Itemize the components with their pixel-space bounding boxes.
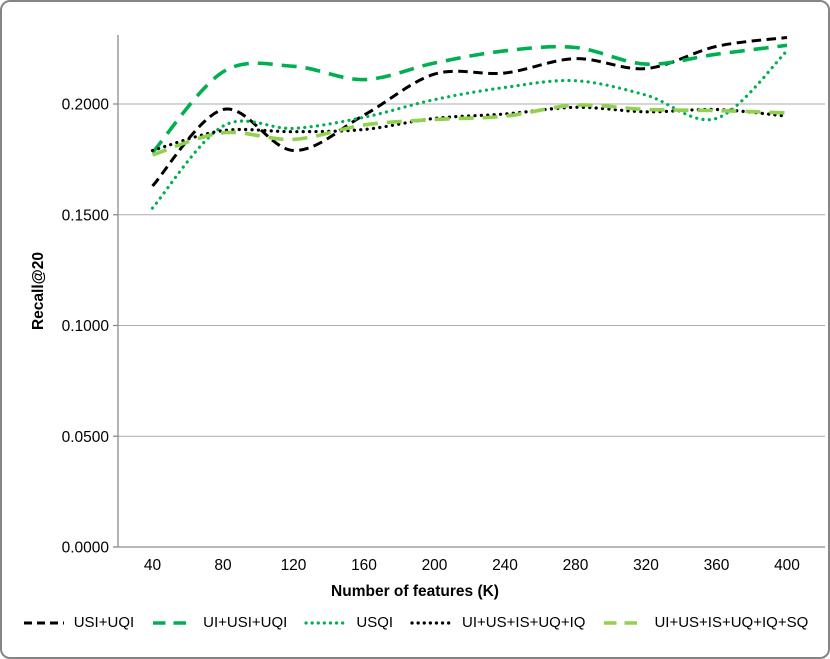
legend-item-usi-uqi: USI+UQI bbox=[22, 614, 134, 631]
series-line-ui-usi-uqi bbox=[151, 43, 788, 154]
legend-item-ui-us-is-uq-iq: UI+US+IS+UQ+IQ bbox=[410, 614, 585, 631]
y-tick-label: 0.0000 bbox=[62, 540, 110, 557]
legend-key-ui-us-is-uq-iq-sq-icon bbox=[604, 620, 645, 625]
x-tick-label: 120 bbox=[281, 557, 307, 574]
series-line-usqi bbox=[150, 49, 789, 210]
x-axis-title: Number of features (K) bbox=[331, 583, 499, 600]
x-tick-label: 240 bbox=[492, 557, 518, 574]
x-tick-label: 320 bbox=[633, 557, 659, 574]
x-tick-label: 280 bbox=[563, 557, 589, 574]
y-tick-label: 0.1000 bbox=[62, 318, 110, 335]
legend-key-usqi-icon bbox=[304, 620, 348, 625]
series-line-ui-us-is-uq-iq bbox=[150, 105, 789, 153]
legend-label: USI+UQI bbox=[73, 614, 135, 631]
x-tick-label: 160 bbox=[351, 557, 377, 574]
legend: USI+UQI UI+USI+UQI USQI UI+US+IS+UQ+IQ UI+US… bbox=[2, 614, 828, 631]
y-axis-title: Recall@20 bbox=[30, 251, 47, 331]
legend-label: UI+US+IS+UQ+IQ+SQ bbox=[654, 614, 809, 631]
legend-key-usi-uqi-icon bbox=[23, 621, 64, 624]
legend-item-usqi: USQI bbox=[304, 614, 393, 631]
series-line-ui-us-is-uq-iq-sq bbox=[151, 103, 788, 157]
series-line-usi-uqi bbox=[151, 36, 788, 188]
legend-label: UI+US+IS+UQ+IQ bbox=[462, 614, 586, 631]
legend-key-ui-us-is-uq-iq-icon bbox=[410, 620, 454, 625]
x-tick-label: 200 bbox=[422, 557, 448, 574]
x-tick-label: 400 bbox=[774, 557, 800, 574]
legend-label: UI+USI+UQI bbox=[203, 614, 288, 631]
y-tick-label: 0.2000 bbox=[62, 97, 110, 114]
legend-label: USQI bbox=[356, 614, 394, 631]
legend-item-ui-usi-uqi: UI+USI+UQI bbox=[151, 614, 287, 631]
x-tick-label: 360 bbox=[704, 557, 730, 574]
legend-key-ui-usi-uqi-icon bbox=[153, 620, 194, 625]
x-tick-label: 80 bbox=[214, 557, 232, 574]
x-tick-label: 40 bbox=[144, 557, 162, 574]
legend-item-ui-us-is-uq-iq-sq: UI+US+IS+UQ+IQ+SQ bbox=[602, 614, 808, 631]
y-tick-label: 0.1500 bbox=[62, 207, 110, 224]
y-tick-label: 0.0500 bbox=[62, 429, 110, 446]
